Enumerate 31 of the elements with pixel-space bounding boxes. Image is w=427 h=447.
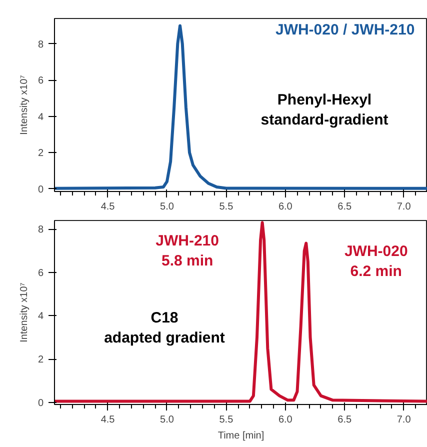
x-tick-label: 6.0 [278, 202, 293, 212]
annotation: C18 adapted gradient [104, 310, 225, 346]
annotation: Phenyl-Hexyl standard-gradient [260, 92, 388, 128]
x-tick-label: 5.5 [219, 202, 234, 212]
y-tick-label: 4 [38, 112, 44, 123]
y-tick-label: 0 [38, 398, 44, 409]
x-tick-label: 7.0 [396, 202, 412, 212]
x-tick-label: 6.0 [278, 414, 293, 426]
annotation: JWH-020 6.2 min [344, 243, 408, 280]
x-tick-label: 5.0 [160, 202, 174, 212]
x-tick-label: 6.5 [338, 202, 352, 212]
annotation: JWH-210 5.8 min [156, 232, 219, 270]
x-tick-label: 5.5 [219, 414, 234, 426]
y-tick-label: 2 [38, 148, 44, 160]
text: JWH-020 / JWH-210 [275, 22, 415, 38]
y-tick-label: 8 [38, 39, 44, 50]
y-tick-label: 0 [38, 184, 44, 196]
x-tick-label: 7.0 [396, 414, 412, 426]
y-tick-label: 6 [38, 76, 44, 87]
x-axis-title: Time [min] [218, 430, 264, 442]
x-tick-label: 4.5 [100, 414, 116, 426]
x-tick-label: 4.5 [100, 202, 116, 212]
y-tick-label: 6 [38, 268, 44, 279]
y-axis-title: Intensity x10⁷ [18, 282, 30, 342]
y-tick-label: 8 [38, 224, 44, 236]
y-axis-title: Intensity x10⁷ [18, 74, 30, 135]
x-tick-label: 5.0 [160, 414, 174, 426]
line-series [54, 221, 427, 403]
y-tick-label: 4 [38, 311, 44, 322]
y-tick-label: 2 [38, 354, 44, 366]
x-tick-label: 6.5 [338, 414, 352, 426]
